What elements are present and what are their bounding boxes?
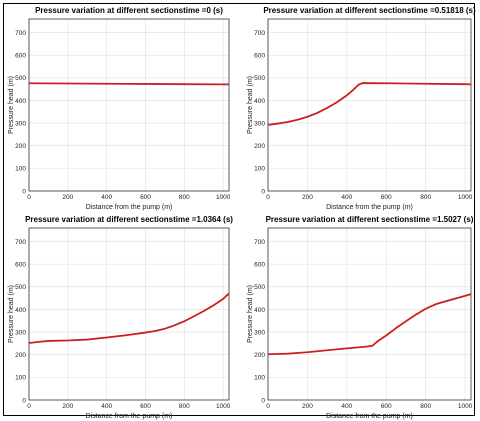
y-tick-label: 600 [254,53,265,60]
x-tick-label: 0 [27,403,31,410]
x-tick-label: 1000 [458,403,473,410]
x-tick-label: 1000 [216,403,231,410]
y-tick-label: 200 [15,352,26,359]
x-tick-label: 200 [302,194,313,201]
chart-panel-3: 0 100 200 300 400 500 600 700 0 200 400 600 800 1000 P… [8,215,233,420]
y-tick-label: 400 [254,98,265,105]
y-axis-label: Pressure head (m) [8,285,15,343]
x-tick-label: 1000 [216,194,231,201]
y-tick-label: 500 [15,284,26,291]
y-axis-label: Pressure head (m) [247,76,254,134]
y-tick-label: 100 [15,166,26,173]
y-tick-label: 300 [15,120,26,127]
series-line [28,82,229,86]
x-tick-label: 600 [381,194,392,201]
y-tick-label: 0 [22,188,26,195]
y-axis-label: Pressure head (m) [8,76,15,134]
chart-title: Pressure variation at different sections… [266,215,474,224]
x-axis-label: Distance from the pump (m) [326,204,413,211]
chart-panel-2: 0 100 200 300 400 500 600 700 0 200 400 600 800 1000 P… [247,6,476,211]
y-tick-label: 300 [254,329,265,336]
chart-panel-1: 0 100 200 300 400 500 600 700 0 200 400 600 800 1000 P… [8,6,231,211]
x-axis-label: Distance from the pump (m) [326,413,413,420]
y-tick-label: 600 [15,262,26,269]
y-tick-label: 500 [254,75,265,82]
y-tick-label: 700 [15,30,26,37]
y-tick-label: 400 [15,98,26,105]
x-tick-label: 0 [266,403,270,410]
x-tick-label: 800 [420,403,431,410]
plot-area [29,19,229,191]
y-tick-label: 400 [15,307,26,314]
axes-box [267,18,472,192]
series-line [28,292,230,344]
y-tick-label: 500 [15,75,26,82]
x-tick-label: 400 [101,194,112,201]
y-tick-label: 100 [254,166,265,173]
chart-title: Pressure variation at different sections… [263,6,476,15]
y-tick-label: 0 [261,188,265,195]
x-tick-label: 200 [302,403,313,410]
y-tick-label: 700 [15,239,26,246]
y-tick-label: 200 [15,143,26,150]
chart-panel-4: 0 100 200 300 400 500 600 700 0 200 400 600 800 1000 P… [247,215,474,420]
y-axis-label: Pressure head (m) [247,285,254,343]
axes-box [28,227,230,401]
x-tick-label: 400 [341,403,352,410]
y-tick-label: 700 [254,30,265,37]
x-tick-label: 1000 [458,194,473,201]
x-tick-label: 0 [266,194,270,201]
series-line [267,82,472,126]
axes-box [267,227,472,401]
x-tick-label: 600 [140,194,151,201]
x-tick-label: 200 [62,403,73,410]
y-tick-label: 200 [254,143,265,150]
plot-area [268,228,471,400]
y-tick-label: 700 [254,239,265,246]
y-tick-label: 600 [254,262,265,269]
y-tick-label: 300 [254,120,265,127]
y-tick-label: 300 [15,329,26,336]
x-tick-label: 0 [27,194,31,201]
plot-area [29,228,229,400]
y-tick-label: 100 [15,375,26,382]
x-tick-label: 400 [101,403,112,410]
plot-area [268,19,471,191]
y-tick-label: 0 [261,397,265,404]
y-tick-label: 400 [254,307,265,314]
y-tick-label: 200 [254,352,265,359]
chart-title: Pressure variation at different sections… [25,215,233,224]
y-tick-label: 500 [254,284,265,291]
axes-box [28,18,230,192]
x-tick-label: 400 [341,194,352,201]
y-tick-label: 0 [22,397,26,404]
x-tick-label: 800 [420,194,431,201]
x-axis-label: Distance from the pump (m) [86,204,173,211]
x-axis-label: Distance from the pump (m) [86,413,173,420]
x-tick-label: 200 [62,194,73,201]
y-tick-label: 100 [254,375,265,382]
series-line [267,293,472,356]
x-tick-label: 800 [179,194,190,201]
x-tick-label: 600 [381,403,392,410]
chart-title: Pressure variation at different sections… [35,6,223,15]
x-tick-label: 800 [179,403,190,410]
y-tick-label: 600 [15,53,26,60]
x-tick-label: 600 [140,403,151,410]
